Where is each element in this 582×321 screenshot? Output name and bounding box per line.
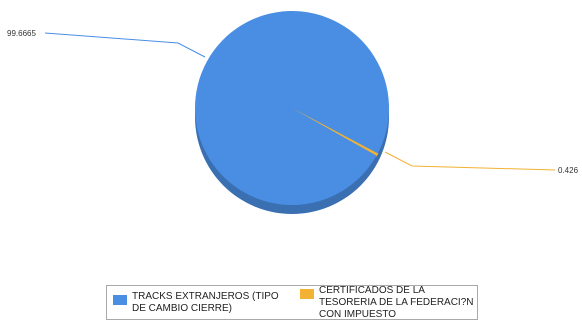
legend-label-tracks: TRACKS EXTRANJEROS (TIPO DE CAMBIO CIERR… — [132, 290, 279, 314]
chart-legend: TRACKS EXTRANJEROS (TIPO DE CAMBIO CIERR… — [106, 285, 478, 320]
legend-item-certificados: CERTIFICADOS DE LA TESORERIA DE LA FEDER… — [300, 285, 479, 321]
data-label-tracks: 99.6665 — [7, 29, 36, 38]
leader-line-certificados — [384, 151, 556, 171]
legend-label-certificados: CERTIFICADOS DE LA TESORERIA DE LA FEDER… — [319, 284, 474, 320]
leader-line-tracks — [44, 32, 206, 58]
legend-swatch-certificados — [300, 288, 314, 299]
pie-slices-layer — [194, 11, 389, 206]
data-labels-layer: 99.6665 0.426 — [7, 29, 579, 175]
pie-chart: 99.6665 0.426 — [7, 11, 579, 214]
pie-slice-certificados — [291, 107, 379, 157]
data-label-certificados: 0.426 — [558, 166, 579, 175]
pie-slice-tracks — [194, 11, 389, 206]
leader-lines-layer — [44, 32, 556, 171]
legend-swatch-tracks — [113, 294, 127, 305]
legend-item-tracks: TRACKS EXTRANJEROS (TIPO DE CAMBIO CIERR… — [113, 291, 292, 315]
